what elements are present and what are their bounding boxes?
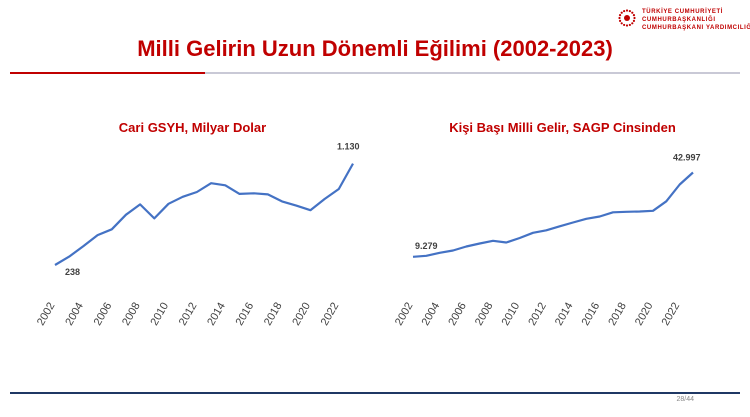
title-divider-accent	[10, 72, 205, 74]
logo-line-1: TÜRKİYE CUMHURİYETİ	[642, 9, 724, 15]
gdp-x-tick-label: 2016	[234, 301, 257, 328]
gdp-x-tick-label: 2022	[319, 301, 342, 328]
income-x-tick-label: 2002	[393, 301, 416, 328]
footer-divider	[10, 392, 740, 394]
presidency-logo: TÜRKİYE CUMHURİYETİ CUMHURBAŞKANLIĞI CUM…	[616, 6, 750, 34]
income-x-tick-label: 2006	[446, 301, 469, 328]
income-chart-title: Kişi Başı Milli Gelir, SAGP Cinsinden	[449, 120, 676, 135]
page-title: Milli Gelirin Uzun Dönemli Eğilimi (2002…	[137, 36, 613, 61]
income-x-tick-label: 2012	[526, 301, 549, 328]
income-x-tick-label: 2016	[580, 301, 603, 328]
gdp-chart: Cari GSYH, Milyar Dolar 2002 2004 2006 2008…	[10, 100, 375, 360]
gdp-x-tick-label: 2004	[63, 301, 86, 328]
income-data-label: 42.997	[673, 153, 701, 163]
gdp-x-tick-label: 2008	[120, 301, 143, 328]
income-data-label: 9.279	[415, 241, 438, 251]
income-x-tick-label: 2008	[473, 301, 496, 328]
gdp-x-tick-label: 2012	[177, 301, 200, 328]
income-chart: Kişi Başı Milli Gelir, SAGP Cinsinden 20…	[385, 100, 740, 360]
page-number: 28/44	[676, 396, 694, 403]
gdp-data-label: 1.130	[337, 142, 360, 152]
gdp-x-tick-label: 2006	[92, 301, 115, 328]
gdp-x-tick-label: 2018	[262, 301, 285, 328]
presidency-emblem-icon	[618, 9, 636, 27]
logo-text: TÜRKİYE CUMHURİYETİ CUMHURBAŞKANLIĞI CUM…	[642, 8, 750, 32]
logo-line-3: CUMHURBAŞKANI YARDIMCILIĞI	[642, 25, 750, 31]
income-x-tick-label: 2004	[420, 301, 443, 328]
gdp-x-tick-label: 2002	[35, 301, 58, 328]
income-chart-plot: 2002 2004 2006 2008 2010 2012 2014 2016 2018 2020…	[393, 153, 701, 328]
gdp-chart-title: Cari GSYH, Milyar Dolar	[118, 120, 267, 135]
income-x-tick-label: 2010	[500, 301, 523, 328]
title-divider	[10, 72, 740, 74]
gdp-chart-plot: 2002 2004 2006 2008 2010 2012 2014 2016 2018 2020…	[35, 142, 360, 328]
gdp-data-label: 238	[65, 267, 80, 277]
gdp-x-tick-label: 2014	[205, 301, 228, 328]
gdp-x-tick-label: 2020	[290, 301, 313, 328]
gdp-series-line	[54, 163, 354, 266]
income-x-tick-label: 2014	[553, 301, 576, 328]
income-x-tick-label: 2020	[633, 301, 656, 328]
logo-line-2: CUMHURBAŞKANLIĞI	[642, 17, 716, 23]
income-x-tick-label: 2018	[606, 301, 629, 328]
income-x-tick-label: 2022	[660, 301, 683, 328]
gdp-x-tick-label: 2010	[148, 301, 171, 328]
income-series-line	[412, 171, 694, 258]
